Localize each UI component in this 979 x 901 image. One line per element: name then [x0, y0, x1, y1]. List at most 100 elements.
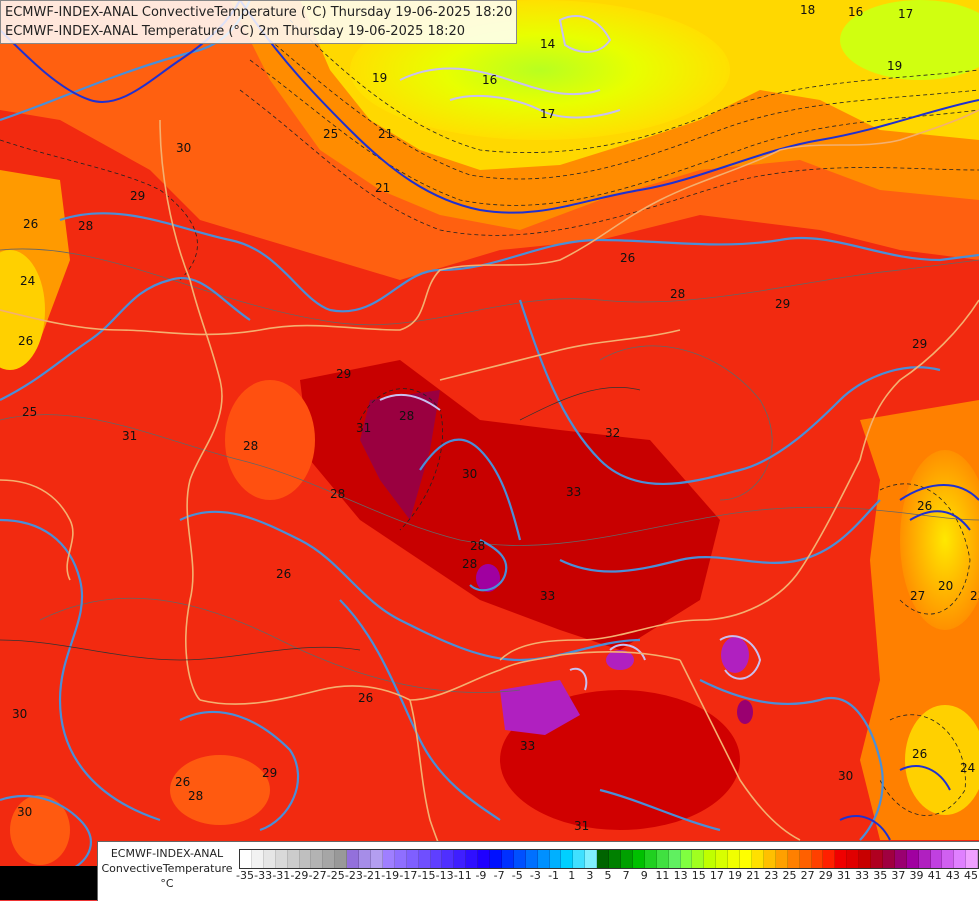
contour-value-label: 27: [910, 589, 925, 603]
map-title-line-1: ECMWF-INDEX-ANAL ConvectiveTemperature (…: [5, 5, 513, 20]
contour-value-label: 28: [462, 557, 477, 571]
orange-pocket-w: [225, 380, 315, 500]
legend-swatch: [299, 850, 312, 868]
legend-swatch: [549, 850, 562, 868]
legend-swatch: [335, 850, 348, 868]
legend-tick: 37: [891, 869, 906, 882]
legend-swatch: [787, 850, 800, 868]
dashed-contours: [0, 19, 979, 816]
region-borders: [0, 387, 641, 661]
legend-swatch: [680, 850, 693, 868]
legend-swatch: [859, 850, 872, 868]
legend-tick: -23: [344, 869, 363, 882]
legend-tick: -1: [548, 869, 560, 882]
contour-value-label: 32: [605, 426, 620, 440]
legend-tick: -5: [511, 869, 523, 882]
legend-swatch: [418, 850, 431, 868]
legend-swatch: [954, 850, 967, 868]
legend-swatch: [918, 850, 931, 868]
legend-tick: 11: [655, 869, 670, 882]
legend-swatch: [871, 850, 883, 868]
contour-value-label: 24: [20, 274, 35, 288]
legend-swatch: [668, 850, 681, 868]
legend-swatch: [513, 850, 526, 868]
legend-tick: 39: [909, 869, 924, 882]
legend-tick: 25: [782, 869, 797, 882]
legend-tick: 23: [764, 869, 779, 882]
legend-swatch: [799, 850, 812, 868]
purple-blob-3: [476, 564, 500, 592]
legend-swatch: [275, 850, 288, 868]
contour-value-label: 26: [276, 567, 291, 581]
legend-swatch: [966, 850, 979, 868]
legend-tick: -15: [417, 869, 436, 882]
legend-tick: 17: [709, 869, 724, 882]
legend-swatch: [430, 850, 443, 868]
legend-swatch: [442, 850, 455, 868]
country-borders: [0, 109, 979, 900]
legend-tick: 19: [728, 869, 743, 882]
contour-value-label: 16: [482, 73, 497, 87]
legend-tick: 21: [746, 869, 761, 882]
legend-swatch: [740, 850, 752, 868]
legend-tick: -13: [435, 869, 454, 882]
contour-value-label: 26: [23, 217, 38, 231]
legend-swatch: [823, 850, 836, 868]
contour-value-label: 33: [566, 485, 581, 499]
gray-contours: [0, 248, 979, 693]
legend-tick: 13: [673, 869, 688, 882]
legend-swatch: [347, 850, 360, 868]
legend-swatch: [942, 850, 955, 868]
purple-blob-4: [606, 650, 634, 670]
legend-swatch: [382, 850, 395, 868]
contour-value-label: 26: [358, 691, 373, 705]
contour-value-label: 26: [175, 775, 190, 789]
map-title-line-2: ECMWF-INDEX-ANAL Temperature (°C) 2m Thu…: [5, 24, 465, 39]
legend-swatch: [311, 850, 324, 868]
legend-tick: -27: [308, 869, 327, 882]
contour-value-label: 28: [188, 789, 203, 803]
legend-swatch: [609, 850, 621, 868]
se-yellow: [905, 705, 979, 815]
legend-swatch: [847, 850, 860, 868]
legend-swatch: [835, 850, 848, 868]
legend-swatch: [466, 850, 479, 868]
legend-swatch: [359, 850, 371, 868]
legend-tick: 29: [818, 869, 833, 882]
legend-swatch: [906, 850, 919, 868]
contour-value-label: 14: [540, 37, 555, 51]
contour-value-label: 29: [775, 297, 790, 311]
legend-tick-labels: -35 -33 -31 -29 -27 -25 -23 -21 -19 -17 -15 -13 -11-…: [236, 869, 978, 885]
legend-swatch: [597, 850, 610, 868]
legend-tick: -33: [254, 869, 273, 882]
legend-tick: 5: [604, 869, 612, 882]
orange-pocket-sw: [170, 755, 270, 825]
contour-value-label: 21: [375, 181, 390, 195]
contour-value-label: 24: [960, 761, 975, 775]
legend-tick: 3: [586, 869, 594, 882]
purple-blob-2: [721, 637, 749, 673]
legend-swatch: [287, 850, 300, 868]
contour-value-label: 30: [838, 769, 853, 783]
legend-tick: -35: [236, 869, 254, 882]
contour-value-label: 26: [18, 334, 33, 348]
legend-swatch: [728, 850, 741, 868]
contour-value-label: 17: [898, 7, 913, 21]
contour-value-label: 29: [336, 367, 351, 381]
legend-swatch: [811, 850, 824, 868]
contour-value-label: 18: [800, 3, 815, 17]
contour-value-label: 28: [330, 487, 345, 501]
legend-tick: 41: [927, 869, 942, 882]
legend-swatch: [621, 850, 633, 868]
legend-swatch: [656, 850, 669, 868]
legend-swatch: [370, 850, 383, 868]
legend-swatch: [882, 850, 895, 868]
contour-value-label: 31: [574, 819, 589, 833]
legend-swatch: [632, 850, 645, 868]
legend-tick: -31: [272, 869, 291, 882]
legend-tick: -25: [326, 869, 345, 882]
legend-swatch: [251, 850, 264, 868]
contour-value-label: 28: [399, 409, 414, 423]
legend-label-line-2: ConvectiveTemperature: [101, 862, 233, 875]
purple-blob-5: [737, 700, 753, 724]
